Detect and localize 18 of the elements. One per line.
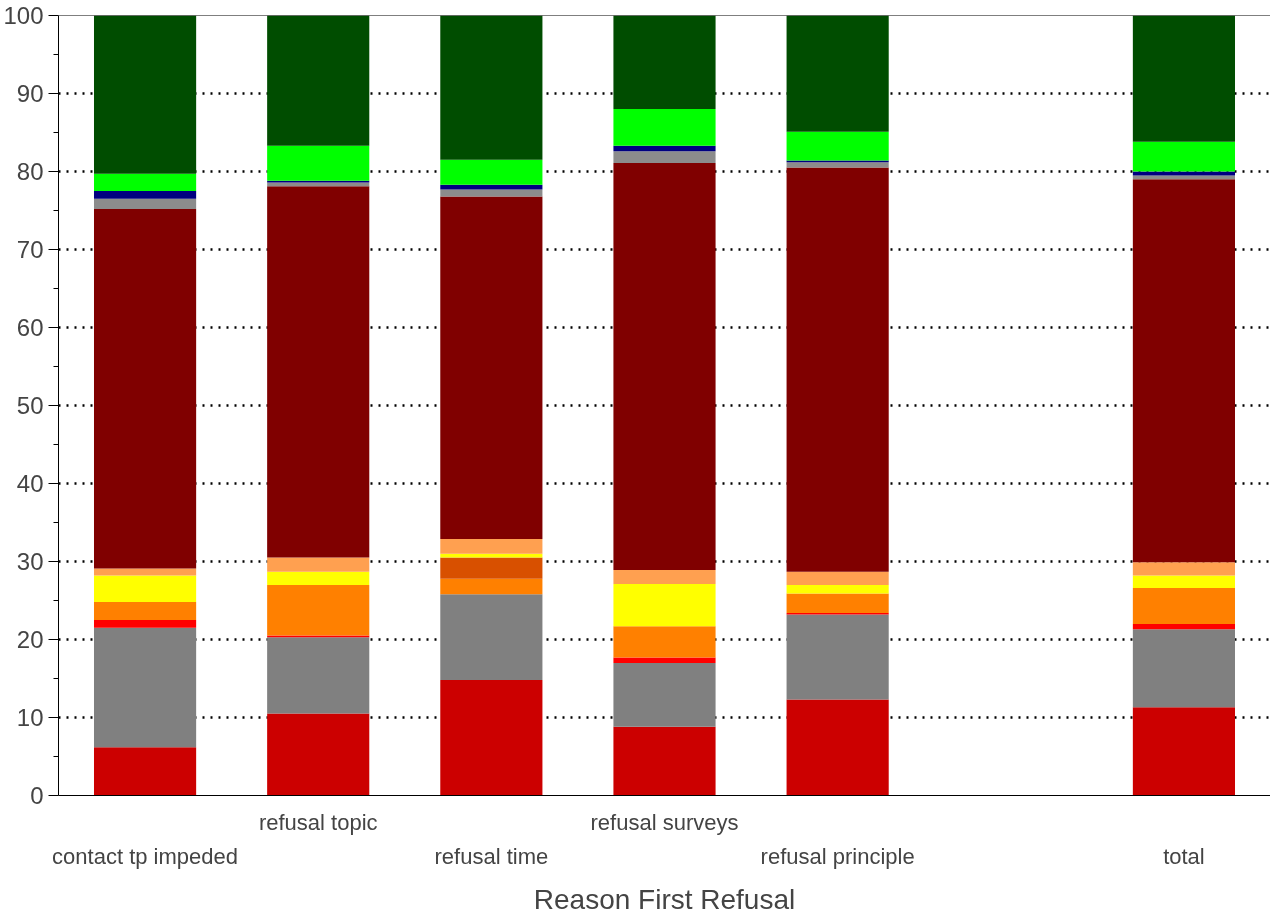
- y-tick-label: 90: [16, 80, 44, 107]
- x-tick-label: total: [1163, 843, 1205, 869]
- y-tick-label: 60: [16, 314, 44, 341]
- x-tick-label: refusal principle: [760, 843, 915, 869]
- y-tick-label: 20: [16, 626, 44, 653]
- x-tick-label: contact tp impeded: [52, 843, 239, 869]
- x-axis-title: Reason First Refusal: [533, 883, 796, 915]
- x-tick-label: refusal topic: [258, 809, 378, 835]
- y-tick-label: 40: [16, 470, 44, 497]
- y-tick-label: 70: [16, 236, 44, 263]
- y-tick-label: 10: [16, 704, 44, 731]
- y-tick-label: 80: [16, 158, 44, 185]
- y-tick-label: 50: [16, 392, 44, 419]
- x-tick-label: refusal time: [434, 843, 549, 869]
- y-tick-label: 30: [16, 548, 44, 575]
- y-tick-label: 100: [3, 2, 44, 29]
- y-tick-label: 0: [30, 782, 44, 809]
- x-tick-label: refusal surveys: [590, 809, 739, 835]
